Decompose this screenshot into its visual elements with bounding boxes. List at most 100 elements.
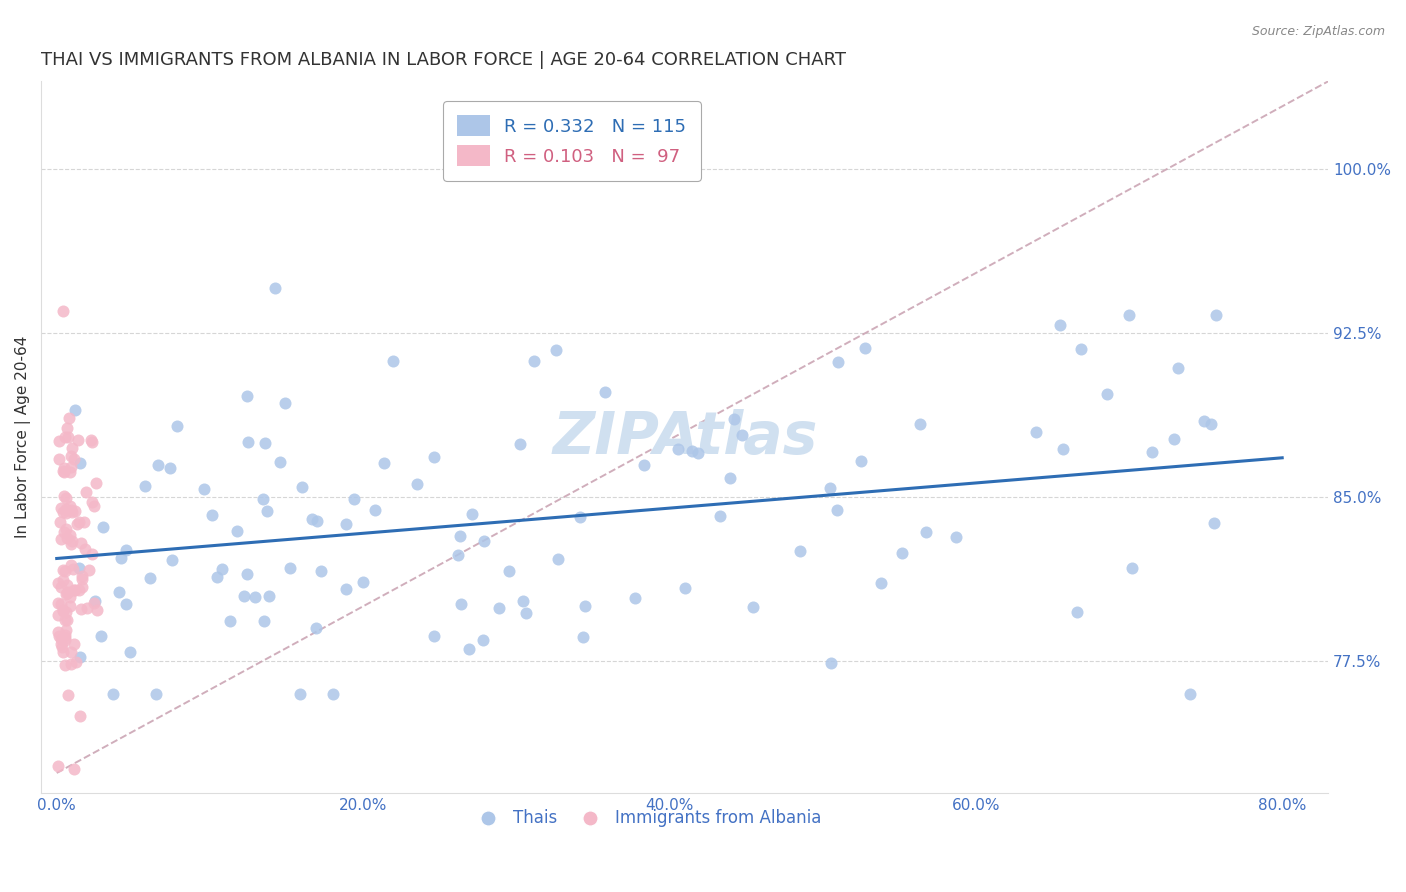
Point [623, 591, 645, 606]
Point [1066, 605, 1088, 619]
Point [55, 605, 77, 619]
Point [52, 563, 75, 577]
Point [309, 564, 332, 578]
Point [789, 544, 811, 558]
Point [571, 631, 593, 645]
Point [211, 562, 233, 576]
Point [236, 435, 259, 450]
Point [62, 442, 84, 456]
Point [488, 601, 510, 615]
Point [60, 533, 83, 548]
Point [49, 580, 72, 594]
Point [53, 524, 76, 539]
Point [1095, 387, 1118, 401]
Point [1121, 560, 1143, 574]
Point [1199, 417, 1222, 431]
Legend: Thais, Immigrants from Albania: Thais, Immigrants from Albania [464, 803, 828, 834]
Point [70, 536, 93, 550]
Point [69, 708, 91, 723]
Point [1205, 309, 1227, 323]
Point [264, 281, 287, 295]
Point [53, 632, 76, 647]
Point [343, 491, 366, 506]
Point [65, 655, 87, 669]
Point [53, 658, 76, 673]
Point [335, 582, 357, 596]
Point [101, 687, 124, 701]
Point [73, 515, 96, 529]
Point [59, 528, 82, 542]
Point [55, 491, 77, 505]
Point [84, 594, 107, 608]
Point [52, 505, 75, 519]
Point [515, 606, 537, 620]
Point [53, 564, 76, 578]
Point [546, 343, 568, 357]
Point [449, 529, 471, 543]
Point [1025, 425, 1047, 439]
Point [48, 452, 70, 467]
Point [84, 475, 107, 490]
Point [59, 465, 82, 479]
Point [62, 762, 84, 776]
Point [56, 586, 79, 600]
Point [472, 632, 495, 647]
Point [49, 516, 72, 530]
Point [46, 608, 69, 623]
Point [673, 581, 696, 595]
Point [58, 430, 80, 444]
Point [235, 389, 257, 403]
Point [49, 500, 72, 515]
Point [512, 593, 534, 607]
Point [59, 460, 82, 475]
Point [114, 597, 136, 611]
Point [80, 433, 103, 447]
Point [59, 558, 82, 573]
Point [67, 561, 90, 575]
Point [62, 583, 84, 598]
Point [447, 548, 470, 562]
Point [52, 465, 75, 479]
Point [69, 456, 91, 470]
Point [869, 575, 891, 590]
Point [56, 578, 79, 592]
Point [67, 582, 90, 597]
Y-axis label: In Labor Force | Age 20-64: In Labor Force | Age 20-64 [15, 335, 31, 538]
Point [498, 564, 520, 578]
Point [58, 410, 80, 425]
Point [53, 628, 76, 642]
Point [63, 503, 86, 517]
Point [1202, 516, 1225, 531]
Point [201, 508, 224, 522]
Point [75, 485, 97, 500]
Point [52, 464, 75, 478]
Point [288, 687, 311, 701]
Point [72, 580, 94, 594]
Point [70, 569, 93, 583]
Point [56, 688, 79, 702]
Point [269, 455, 291, 469]
Point [77, 563, 100, 577]
Point [82, 495, 104, 509]
Point [60, 503, 83, 517]
Point [53, 613, 76, 627]
Point [219, 615, 242, 629]
Point [52, 490, 75, 504]
Point [46, 625, 69, 640]
Point [574, 599, 596, 614]
Point [52, 603, 75, 617]
Point [450, 597, 472, 611]
Point [67, 515, 90, 529]
Point [48, 629, 70, 643]
Point [53, 430, 76, 444]
Point [304, 621, 326, 635]
Point [253, 614, 276, 628]
Point [1070, 342, 1092, 356]
Point [236, 566, 259, 581]
Point [681, 443, 703, 458]
Point [59, 657, 82, 671]
Point [259, 589, 281, 603]
Point [59, 537, 82, 551]
Point [335, 516, 357, 531]
Point [825, 503, 848, 517]
